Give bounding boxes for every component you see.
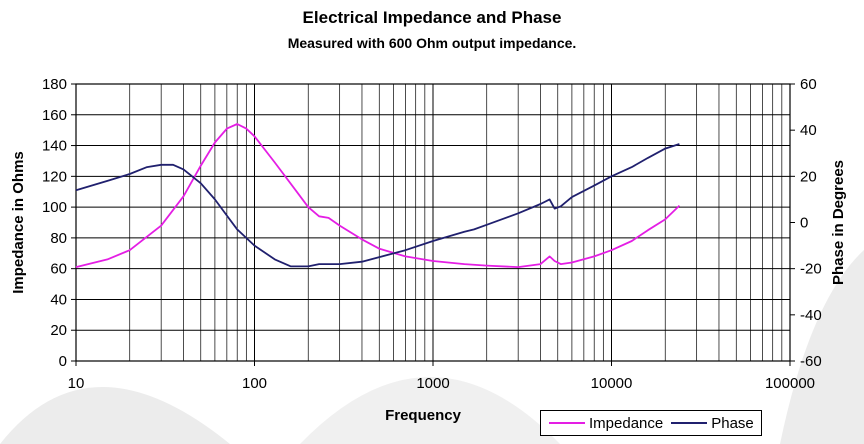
- y2-tick-label: -20: [800, 261, 822, 278]
- legend-swatch-phase: [671, 422, 708, 424]
- x-tick-label: 10: [68, 375, 85, 392]
- chart-subtitle: Measured with 600 Ohm output impedance.: [287, 35, 577, 51]
- legend-label-phase: Phase: [711, 414, 754, 432]
- legend-item-impedance: Impedance: [549, 415, 663, 432]
- chart-legend: Impedance Phase: [540, 410, 762, 436]
- y-tick-label: 60: [50, 261, 67, 278]
- chart-title: Electrical Impedance and Phase: [302, 8, 562, 27]
- y-tick-label: 120: [42, 168, 67, 185]
- legend-label-impedance: Impedance: [589, 414, 664, 432]
- legend-item-phase: Phase: [671, 415, 754, 432]
- y-tick-label: 160: [42, 107, 67, 124]
- y-tick-label: 0: [59, 353, 67, 370]
- series-line-phase: [75, 143, 680, 268]
- y2-tick-label: 0: [800, 215, 808, 232]
- y2-tick-label: -40: [800, 307, 822, 324]
- y-tick-label: 40: [50, 291, 67, 308]
- x-tick-label: 1000: [416, 375, 449, 392]
- y-tick-label: 140: [42, 138, 67, 155]
- legend-swatch-impedance: [549, 422, 585, 424]
- y2-axis-title: Phase in Degrees: [830, 160, 847, 285]
- x-tick-label: 10000: [591, 375, 633, 392]
- series-line-impedance: [75, 123, 681, 269]
- y-tick-label: 100: [42, 199, 67, 216]
- y2-tick-label: -60: [800, 353, 822, 370]
- x-tick-label: 100: [242, 375, 267, 392]
- x-axis-title: Frequency: [385, 407, 462, 424]
- y-axis-title: Impedance in Ohms: [10, 151, 27, 294]
- y-tick-label: 180: [42, 76, 67, 93]
- y2-tick-label: 20: [800, 168, 817, 185]
- x-tick-label: 100000: [765, 375, 815, 392]
- y2-tick-label: 40: [800, 122, 817, 139]
- y2-tick-label: 60: [800, 76, 817, 93]
- y-tick-label: 20: [50, 322, 67, 339]
- y-tick-label: 80: [50, 230, 67, 247]
